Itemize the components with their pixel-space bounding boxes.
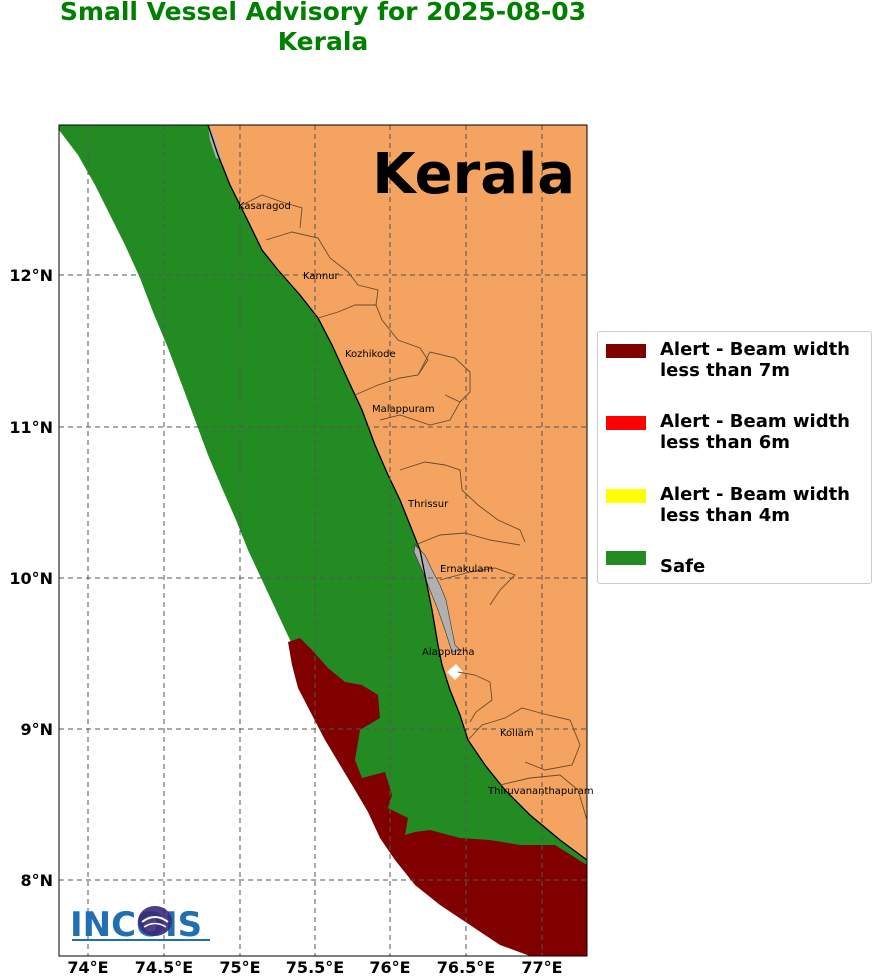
district-label-malappuram: Malappuram [372, 404, 435, 415]
lon-tick-label: 74°E [67, 958, 108, 976]
district-label-alappuzha: Alappuzha [422, 647, 475, 658]
incois-logo: INCOIS [70, 900, 215, 945]
legend-label: Alert - Beam width less than 4m [660, 484, 850, 526]
lat-tick-label: 8°N [20, 871, 53, 890]
incois-logo-icon: INCOIS [70, 905, 210, 945]
graticule [59, 125, 587, 956]
legend-label: Alert - Beam width less than 7m [660, 339, 850, 381]
region-label: Kerala [372, 142, 575, 207]
map-frame [58, 124, 588, 957]
legend-swatch [606, 344, 646, 358]
safe-zone [59, 125, 587, 870]
legend: Alert - Beam width less than 7m Alert - … [597, 331, 872, 584]
lon-tick-label: 76°E [369, 958, 410, 976]
map-title: Small Vessel Advisory for 2025-08-03 [59, 0, 587, 26]
lon-tick-label: 75°E [219, 958, 260, 976]
legend-item-alert-6m: Alert - Beam width less than 6m [606, 411, 870, 453]
district-label-thrissur: Thrissur [407, 499, 449, 510]
legend-item-safe: Safe [606, 546, 870, 577]
district-label-kozhikode: Kozhikode [345, 349, 396, 360]
legend-swatch [606, 551, 646, 565]
district-label-ernakulam: Ernakulam [440, 564, 493, 575]
map-subtitle: Kerala [277, 27, 369, 56]
lat-tick-label: 12°N [9, 266, 53, 285]
legend-label: Safe [660, 556, 706, 577]
lat-tick-label: 9°N [20, 720, 53, 739]
alert-7m-zone [288, 638, 587, 956]
district-boundaries [241, 194, 587, 821]
logo-text: INCOIS [70, 905, 202, 945]
district-label-kannur: Kannur [303, 271, 340, 282]
land-area [208, 125, 587, 860]
lat-tick-label: 10°N [9, 569, 53, 588]
legend-swatch [606, 416, 646, 430]
lon-tick-label: 75.5°E [286, 958, 344, 976]
lat-tick-label: 11°N [9, 418, 53, 437]
lon-tick-label: 77°E [521, 958, 562, 976]
white-patch [447, 664, 463, 680]
legend-item-alert-4m: Alert - Beam width less than 4m [606, 484, 870, 526]
district-label-thiruvananthapuram: Thiruvananthapuram [487, 786, 594, 797]
lon-tick-label: 74.5°E [135, 958, 193, 976]
district-label-kollam: Kollam [500, 728, 534, 739]
legend-swatch [606, 489, 646, 503]
map-area [59, 125, 587, 956]
legend-label: Alert - Beam width less than 6m [660, 411, 850, 453]
district-label-kasaragod: Kasaragod [238, 201, 291, 212]
legend-item-alert-7m: Alert - Beam width less than 7m [606, 339, 870, 381]
coastline [207, 125, 587, 861]
backwater-area [413, 544, 461, 653]
lon-tick-label: 76.5°E [437, 958, 495, 976]
